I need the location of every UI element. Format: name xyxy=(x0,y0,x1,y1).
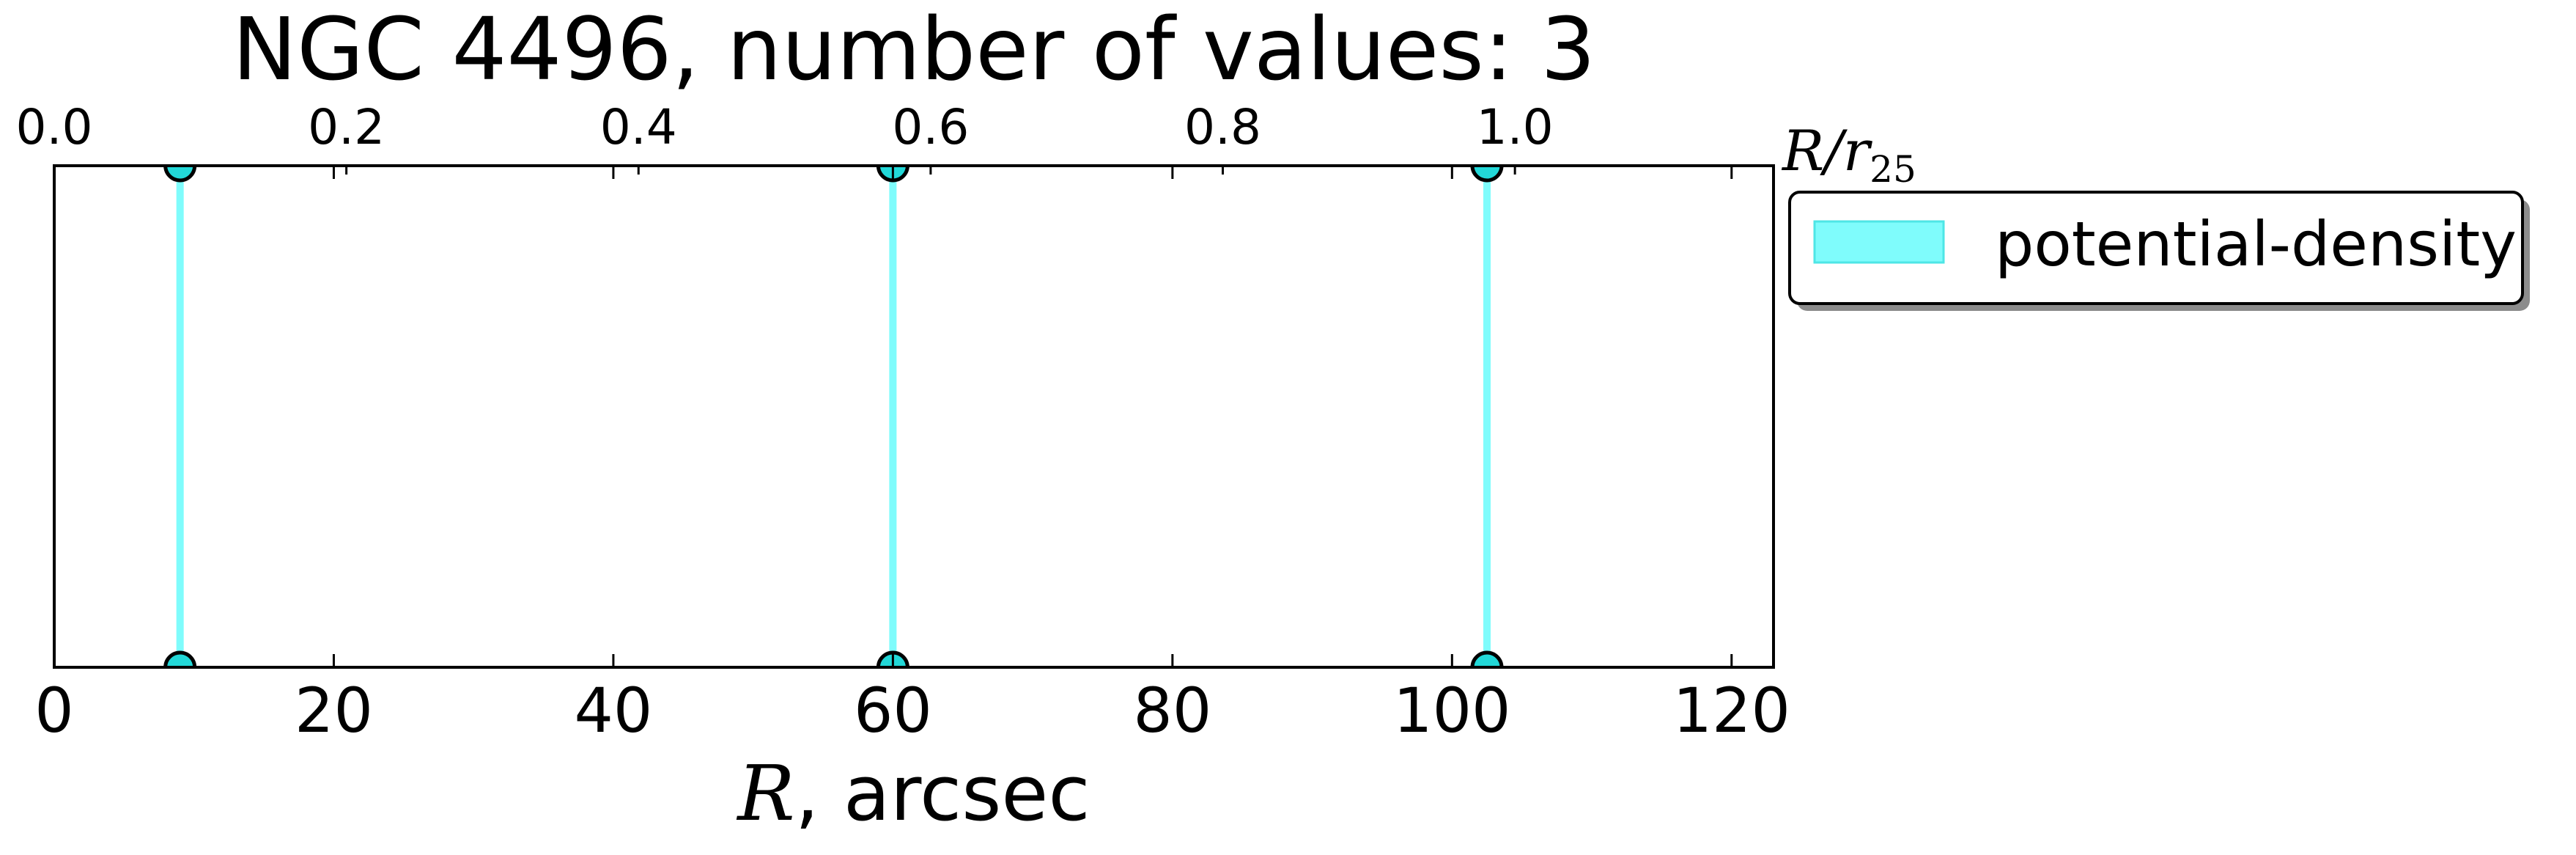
legend-label: potential-density xyxy=(1995,208,2517,280)
legend-box xyxy=(1788,191,2524,305)
top-axis-label-sub: 25 xyxy=(1870,148,1916,191)
top-tick-label: 0.6 xyxy=(892,99,969,155)
x-tick-label: 120 xyxy=(1673,675,1790,746)
top-tick-label: 0.0 xyxy=(16,99,93,155)
top-axis-label: R/r25 xyxy=(1781,118,1916,191)
x-tick-label: 0 xyxy=(34,675,73,746)
series-marker-bottom xyxy=(163,650,197,667)
series-layer xyxy=(163,166,1504,667)
x-tick-label: 60 xyxy=(854,675,932,746)
top-tick-label: 0.4 xyxy=(600,99,677,155)
x-tick-label: 100 xyxy=(1393,675,1510,746)
series-marker-top xyxy=(163,166,197,183)
x-tick-label: 40 xyxy=(574,675,652,746)
series-marker-bottom xyxy=(1470,650,1504,667)
x-axis-bottom: 0 20 40 60 80 100 120 xyxy=(34,166,1790,746)
x-axis-label: R, arcsec xyxy=(736,749,1090,838)
legend-swatch xyxy=(1813,220,1945,264)
top-tick-label: 0.8 xyxy=(1184,99,1261,155)
x-tick-label: 20 xyxy=(295,675,373,746)
x-axis-top: 0.0 0.2 0.4 0.6 0.8 1.0 xyxy=(16,99,1554,175)
top-tick-label: 1.0 xyxy=(1477,99,1554,155)
plot-area xyxy=(54,166,1774,667)
x-tick-label: 80 xyxy=(1133,675,1211,746)
plot-frame xyxy=(53,164,1775,669)
chart-title: NGC 4496, number of values: 3 xyxy=(232,0,1595,100)
top-axis-label-var: R/r xyxy=(1781,118,1873,183)
x-axis-label-var: R xyxy=(736,749,794,838)
series-marker-top xyxy=(1470,166,1504,183)
legend: potential-density xyxy=(1788,191,2530,311)
x-axis-label-unit: , arcsec xyxy=(795,749,1090,838)
top-tick-label: 0.2 xyxy=(308,99,385,155)
